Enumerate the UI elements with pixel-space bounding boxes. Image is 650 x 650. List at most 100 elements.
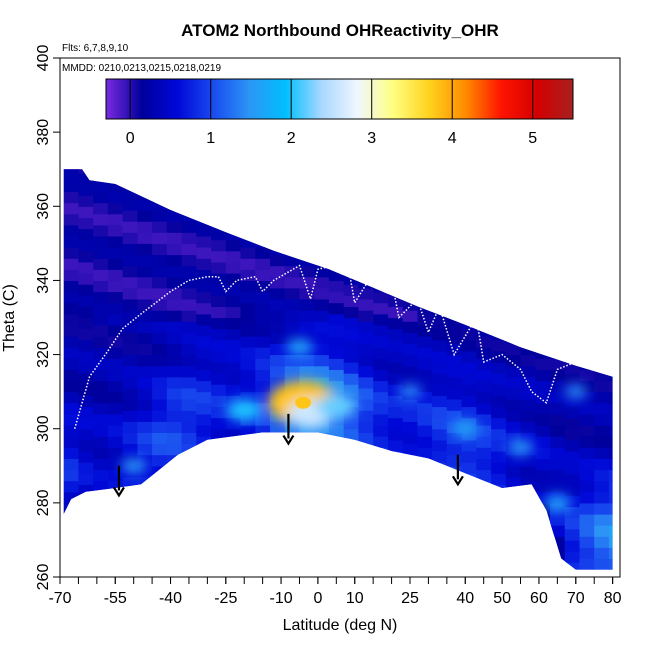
heatmap-cell [63, 380, 79, 393]
heatmap-cell [78, 306, 94, 319]
heatmap-cell [432, 384, 448, 396]
heatmap-cell [63, 169, 79, 170]
heatmap-cell [63, 224, 79, 237]
heatmap-cell [137, 354, 153, 367]
hotspot [451, 420, 479, 438]
heatmap-cell [491, 384, 507, 396]
heatmap-cell [78, 261, 94, 274]
heatmap-cell [284, 287, 300, 300]
heatmap-cell [122, 399, 138, 411]
heatmap-cell [387, 284, 404, 296]
heatmap-cell [225, 350, 242, 363]
heatmap-cell [152, 187, 168, 200]
heatmap-cell [491, 350, 507, 363]
heatmap-cell [63, 191, 79, 204]
heatmap-cell [505, 421, 522, 433]
heatmap-cell [107, 480, 124, 493]
heatmap-cell [594, 425, 610, 437]
heatmap-cell [166, 387, 183, 400]
heatmap-cell [343, 417, 359, 430]
heatmap-cell [417, 324, 433, 337]
hotspot [564, 384, 588, 399]
heatmap-cell [314, 243, 330, 256]
heatmap-cell [373, 402, 389, 415]
heatmap-cell [564, 551, 580, 563]
heatmap-cell [299, 310, 315, 322]
heatmap-cell [476, 313, 492, 326]
heatmap-cell [594, 380, 610, 393]
heatmap-cell [476, 480, 492, 493]
heatmap-cell [270, 265, 286, 278]
heatmap-cell [328, 324, 345, 337]
heatmap-cell [579, 547, 595, 559]
heatmap-cell [196, 413, 212, 426]
heatmap-cell [93, 469, 109, 482]
colorbar-tick-label: 2 [287, 130, 296, 147]
heatmap-cell [358, 299, 374, 311]
heatmap-cell [122, 432, 138, 445]
heatmap-cell [255, 313, 271, 326]
colorbar-tick-label: 1 [206, 130, 215, 147]
heatmap-cell [93, 247, 109, 259]
heatmap-cell [402, 410, 418, 422]
heatmap-cell [594, 502, 610, 515]
colorbar-tick-label: 3 [367, 130, 376, 147]
heatmap-cell [122, 376, 138, 389]
heatmap-cell [328, 302, 345, 315]
heatmap-cell [63, 358, 79, 370]
heatmap-cell [240, 291, 256, 304]
heatmap-cell [93, 369, 109, 382]
heatmap-cell [564, 406, 580, 419]
heatmap-cell [225, 228, 242, 241]
heatmap-cell [476, 458, 492, 471]
heatmap-cell [107, 425, 124, 437]
heatmap-cell [608, 502, 613, 515]
heatmap-cell [255, 235, 271, 248]
heatmap-cell [78, 451, 94, 463]
colorbar-tick-label: 0 [126, 130, 135, 147]
heatmap-cell [387, 384, 404, 396]
heatmap-cell [594, 536, 610, 548]
y-tick-label: 380 [35, 119, 52, 146]
heatmap-cell [491, 428, 507, 441]
heatmap-cell [608, 380, 613, 393]
heatmap-cell [166, 187, 183, 200]
heatmap-cell [255, 369, 271, 382]
heatmap-cell [358, 365, 374, 378]
heatmap-cell [181, 376, 197, 389]
heatmap-cell [579, 502, 595, 515]
heatmap-cell [181, 365, 197, 378]
heatmap-cell [107, 202, 124, 215]
heatmap-cell [446, 354, 463, 367]
heatmap-cell [152, 276, 168, 289]
heatmap-cell [491, 439, 507, 452]
heatmap-cell [255, 425, 271, 437]
heatmap-cell [196, 347, 212, 359]
heatmap-cell [255, 436, 271, 448]
heatmap-cell [446, 299, 463, 311]
heatmap-cell [446, 310, 463, 322]
heatmap-cell [594, 570, 609, 582]
heatmap-cell [476, 447, 492, 459]
heatmap-cell [107, 235, 124, 248]
heatmap-cell [93, 202, 109, 215]
heatmap-cell [225, 395, 242, 408]
hotspot [544, 494, 571, 512]
heatmap-cell [196, 336, 212, 348]
heatmap-cell [122, 254, 138, 267]
heatmap-cell [417, 302, 433, 315]
heatmap-cell [402, 354, 418, 367]
heatmap-cell [107, 336, 124, 348]
heatmap-cell [402, 332, 418, 344]
heatmap-cell [122, 276, 138, 289]
heatmap-cell [137, 232, 153, 244]
heatmap-cell [550, 436, 566, 448]
heatmap-cell [358, 410, 374, 422]
heatmap-cell [402, 421, 418, 433]
heatmap-cell [417, 358, 433, 370]
heatmap-cell [564, 517, 580, 530]
heatmap-cell [432, 328, 448, 341]
heatmap-cell [122, 243, 138, 256]
x-tick-label: -70 [48, 590, 71, 607]
y-tick-label: 340 [35, 267, 52, 294]
